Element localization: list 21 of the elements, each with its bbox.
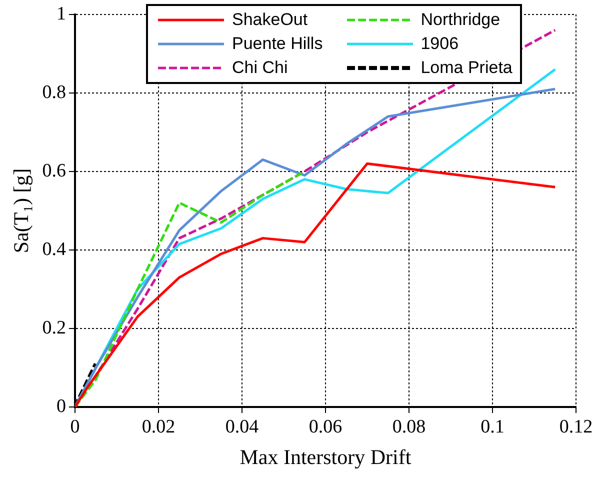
x-tick-label: 0.12 <box>559 416 593 438</box>
x-tick-label: 0.04 <box>225 416 260 438</box>
x-tick-label: 0.02 <box>142 416 176 438</box>
x-tick-label: 0.1 <box>480 416 504 438</box>
y-tick-label: 0.2 <box>42 317 66 338</box>
legend-label: Loma Prieta <box>420 58 512 78</box>
legend-label: 1906 <box>420 34 459 54</box>
y-tick-label: 0 <box>56 396 66 417</box>
legend-label: Northridge <box>420 10 500 30</box>
y-tick-label: 1 <box>56 3 66 24</box>
legend-label: Chi Chi <box>232 58 288 78</box>
x-tick-label: 0 <box>70 416 80 438</box>
y-axis-title: Sa(T₁) [g] <box>9 168 34 254</box>
x-tick-label: 0.06 <box>308 416 342 438</box>
y-tick-label: 0.8 <box>42 82 66 103</box>
x-tick-label: 0.08 <box>392 416 426 438</box>
y-tick-label: 0.6 <box>42 160 66 182</box>
y-tick-label: 0.4 <box>42 238 66 260</box>
legend-label: Puente Hills <box>232 34 323 54</box>
legend-label: ShakeOut <box>232 10 308 30</box>
x-axis-title: Max Interstory Drift <box>240 444 412 469</box>
